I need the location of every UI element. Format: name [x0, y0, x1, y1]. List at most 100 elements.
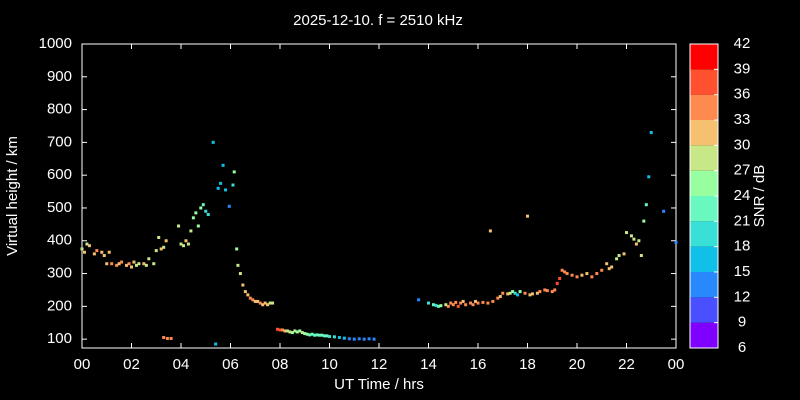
x-tick-label: 22	[618, 356, 635, 373]
data-point	[258, 301, 262, 305]
data-point	[476, 301, 480, 305]
colorbar-band	[690, 297, 718, 323]
data-point	[241, 283, 245, 287]
colorbar-tick-label: 12	[734, 288, 751, 305]
colorbar-band	[690, 120, 718, 146]
data-point	[280, 328, 284, 332]
data-point	[629, 234, 633, 238]
data-point	[545, 289, 549, 293]
data-point	[315, 333, 319, 337]
data-point	[506, 292, 510, 296]
colorbar-band	[690, 44, 718, 70]
data-point	[642, 219, 646, 223]
y-tick-label: 300	[47, 265, 72, 282]
data-point	[214, 342, 218, 346]
data-point	[555, 281, 559, 285]
data-point	[194, 211, 198, 215]
data-point	[585, 272, 589, 276]
data-point	[221, 163, 225, 167]
data-point	[313, 333, 317, 337]
data-point	[211, 140, 215, 144]
data-point	[165, 336, 169, 340]
data-point	[271, 301, 275, 305]
data-point	[80, 247, 84, 251]
data-point	[439, 304, 443, 308]
data-point	[85, 242, 89, 246]
data-point	[538, 290, 542, 294]
data-point	[243, 290, 247, 294]
data-point	[622, 252, 626, 256]
data-point	[162, 336, 166, 340]
data-point	[615, 257, 619, 261]
data-point	[132, 260, 136, 264]
data-point	[95, 249, 99, 253]
data-point	[137, 262, 141, 266]
data-point	[486, 301, 490, 305]
y-tick-label: 900	[47, 68, 72, 85]
data-point	[464, 303, 468, 307]
data-point	[216, 186, 220, 190]
data-point	[261, 303, 265, 307]
y-tick-label: 700	[47, 133, 72, 150]
colorbar-band	[690, 170, 718, 196]
colorbar-band	[690, 246, 718, 272]
data-point	[491, 299, 495, 303]
colorbar-tick-label: 24	[734, 187, 751, 204]
data-point	[511, 290, 515, 294]
data-point	[605, 262, 609, 266]
data-point	[196, 224, 200, 228]
data-point	[444, 303, 448, 307]
x-tick-label: 18	[519, 356, 536, 373]
data-point	[186, 242, 190, 246]
data-point	[565, 272, 569, 276]
data-point	[303, 332, 307, 336]
x-axis-label: UT Time / hrs	[334, 376, 424, 393]
data-point	[256, 299, 260, 303]
colorbar-tick-label: 33	[734, 111, 751, 128]
data-point	[227, 204, 231, 208]
data-point	[518, 290, 522, 294]
data-point	[130, 265, 133, 269]
colorbar-tick-label: 42	[734, 35, 751, 52]
data-point	[674, 240, 678, 244]
data-point	[328, 335, 331, 339]
data-point	[575, 275, 579, 279]
data-point	[177, 224, 181, 228]
x-tick-label: 12	[371, 356, 388, 373]
data-point	[115, 263, 119, 267]
data-point	[181, 244, 185, 248]
data-point	[283, 329, 287, 333]
data-point	[154, 249, 158, 253]
data-point	[454, 300, 458, 304]
y-tick-label: 800	[47, 101, 72, 118]
data-point	[266, 303, 270, 307]
colorbar-tick-label: 30	[734, 136, 751, 153]
y-tick-label: 500	[47, 199, 72, 216]
data-point	[127, 262, 131, 266]
y-tick-label: 600	[47, 166, 72, 183]
y-tick-label: 200	[47, 297, 72, 314]
x-tick-label: 04	[173, 356, 190, 373]
data-point	[595, 272, 599, 276]
colorbar-band	[690, 196, 718, 222]
data-point	[300, 331, 304, 335]
data-point	[246, 293, 250, 297]
data-point	[120, 260, 124, 264]
data-point	[278, 328, 282, 332]
data-point	[436, 304, 440, 308]
data-point	[231, 183, 235, 187]
data-point	[290, 331, 294, 335]
colorbar-label: SNR / dB	[751, 165, 768, 228]
colorbar-band	[690, 221, 718, 247]
data-point	[100, 250, 104, 254]
data-point	[295, 330, 299, 334]
data-point	[535, 291, 539, 295]
data-point	[191, 216, 195, 220]
y-axis-label: Virtual height / km	[4, 136, 21, 256]
data-point	[268, 301, 272, 305]
data-point	[224, 188, 228, 192]
data-point	[105, 262, 109, 266]
data-point	[461, 299, 465, 303]
data-point	[179, 242, 183, 246]
data-point	[164, 239, 168, 243]
